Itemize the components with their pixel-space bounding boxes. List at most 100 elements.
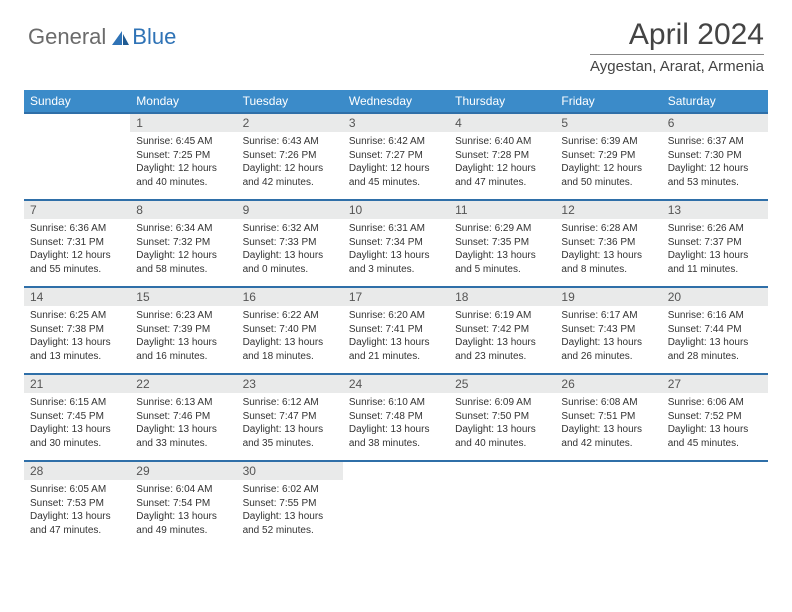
day-info-line: and 13 minutes. bbox=[30, 350, 124, 364]
day-number-cell: 21 bbox=[24, 374, 130, 393]
day-info-line: Sunset: 7:46 PM bbox=[136, 410, 230, 424]
day-info-line: Sunrise: 6:42 AM bbox=[349, 135, 443, 149]
day-info-line: Daylight: 12 hours bbox=[668, 162, 762, 176]
day-info-cell bbox=[555, 480, 661, 547]
day-header: Friday bbox=[555, 90, 661, 113]
day-info-line: Daylight: 13 hours bbox=[136, 510, 230, 524]
day-info-cell bbox=[662, 480, 768, 547]
day-number-cell bbox=[555, 461, 661, 480]
day-number-cell: 17 bbox=[343, 287, 449, 306]
day-info-line: Sunrise: 6:32 AM bbox=[243, 222, 337, 236]
day-info-line: Daylight: 13 hours bbox=[243, 336, 337, 350]
day-number-cell: 1 bbox=[130, 113, 236, 132]
day-number-cell: 2 bbox=[237, 113, 343, 132]
day-info-line: and 3 minutes. bbox=[349, 263, 443, 277]
day-info-line: Sunset: 7:54 PM bbox=[136, 497, 230, 511]
day-number-cell bbox=[343, 461, 449, 480]
day-info-line: Daylight: 13 hours bbox=[561, 249, 655, 263]
day-number-cell: 24 bbox=[343, 374, 449, 393]
day-info-cell: Sunrise: 6:31 AMSunset: 7:34 PMDaylight:… bbox=[343, 219, 449, 287]
day-info-line: Daylight: 13 hours bbox=[30, 423, 124, 437]
day-info-cell: Sunrise: 6:16 AMSunset: 7:44 PMDaylight:… bbox=[662, 306, 768, 374]
day-info-cell bbox=[343, 480, 449, 547]
day-info-line: Sunset: 7:36 PM bbox=[561, 236, 655, 250]
day-info-line: Daylight: 13 hours bbox=[243, 423, 337, 437]
day-info-line: and 40 minutes. bbox=[455, 437, 549, 451]
day-info-line: and 23 minutes. bbox=[455, 350, 549, 364]
day-info-line: Sunset: 7:38 PM bbox=[30, 323, 124, 337]
day-info-line: and 52 minutes. bbox=[243, 524, 337, 538]
day-number-row: 21222324252627 bbox=[24, 374, 768, 393]
day-info-cell: Sunrise: 6:37 AMSunset: 7:30 PMDaylight:… bbox=[662, 132, 768, 200]
day-info-line: Sunset: 7:47 PM bbox=[243, 410, 337, 424]
day-info-line: Daylight: 13 hours bbox=[136, 336, 230, 350]
day-info-cell: Sunrise: 6:15 AMSunset: 7:45 PMDaylight:… bbox=[24, 393, 130, 461]
day-number-cell: 18 bbox=[449, 287, 555, 306]
day-number-cell: 4 bbox=[449, 113, 555, 132]
day-info-cell: Sunrise: 6:06 AMSunset: 7:52 PMDaylight:… bbox=[662, 393, 768, 461]
day-info-line: Sunset: 7:28 PM bbox=[455, 149, 549, 163]
logo: General Blue bbox=[28, 24, 176, 50]
day-info-line: Sunset: 7:32 PM bbox=[136, 236, 230, 250]
day-info-line: Sunset: 7:42 PM bbox=[455, 323, 549, 337]
day-info-cell: Sunrise: 6:43 AMSunset: 7:26 PMDaylight:… bbox=[237, 132, 343, 200]
day-info-line: and 47 minutes. bbox=[455, 176, 549, 190]
day-info-cell: Sunrise: 6:42 AMSunset: 7:27 PMDaylight:… bbox=[343, 132, 449, 200]
day-header: Wednesday bbox=[343, 90, 449, 113]
day-info-line: Sunrise: 6:23 AM bbox=[136, 309, 230, 323]
day-info-line: Sunrise: 6:34 AM bbox=[136, 222, 230, 236]
header: General Blue April 2024 Aygestan, Ararat… bbox=[0, 0, 792, 82]
day-info-line: Sunrise: 6:08 AM bbox=[561, 396, 655, 410]
day-info-line: and 53 minutes. bbox=[668, 176, 762, 190]
day-header: Saturday bbox=[662, 90, 768, 113]
day-number-cell: 16 bbox=[237, 287, 343, 306]
day-number-cell bbox=[24, 113, 130, 132]
location-text: Aygestan, Ararat, Armenia bbox=[590, 54, 764, 75]
day-number-cell: 23 bbox=[237, 374, 343, 393]
day-header: Thursday bbox=[449, 90, 555, 113]
day-info-line: Daylight: 13 hours bbox=[349, 249, 443, 263]
day-info-line: Daylight: 13 hours bbox=[243, 249, 337, 263]
day-info-line: Sunrise: 6:36 AM bbox=[30, 222, 124, 236]
day-info-line: Daylight: 13 hours bbox=[349, 336, 443, 350]
day-info-line: and 26 minutes. bbox=[561, 350, 655, 364]
day-number-row: 14151617181920 bbox=[24, 287, 768, 306]
day-info-line: Sunset: 7:29 PM bbox=[561, 149, 655, 163]
day-info-line: and 47 minutes. bbox=[30, 524, 124, 538]
day-info-line: Sunset: 7:53 PM bbox=[30, 497, 124, 511]
day-info-line: Sunset: 7:43 PM bbox=[561, 323, 655, 337]
day-info-cell: Sunrise: 6:02 AMSunset: 7:55 PMDaylight:… bbox=[237, 480, 343, 547]
day-info-cell bbox=[449, 480, 555, 547]
day-number-cell: 19 bbox=[555, 287, 661, 306]
day-info-line: and 45 minutes. bbox=[349, 176, 443, 190]
day-info-cell: Sunrise: 6:20 AMSunset: 7:41 PMDaylight:… bbox=[343, 306, 449, 374]
day-info-line: Daylight: 13 hours bbox=[136, 423, 230, 437]
day-info-cell: Sunrise: 6:45 AMSunset: 7:25 PMDaylight:… bbox=[130, 132, 236, 200]
day-info-line: Sunrise: 6:31 AM bbox=[349, 222, 443, 236]
title-block: April 2024 Aygestan, Ararat, Armenia bbox=[590, 18, 764, 76]
day-info-line: Sunset: 7:52 PM bbox=[668, 410, 762, 424]
day-info-line: and 16 minutes. bbox=[136, 350, 230, 364]
day-info-line: Sunrise: 6:28 AM bbox=[561, 222, 655, 236]
logo-text-general: General bbox=[28, 24, 106, 50]
day-info-line: Sunset: 7:31 PM bbox=[30, 236, 124, 250]
day-info-line: and 8 minutes. bbox=[561, 263, 655, 277]
day-info-line: and 55 minutes. bbox=[30, 263, 124, 277]
day-info-line: and 11 minutes. bbox=[668, 263, 762, 277]
day-info-line: and 28 minutes. bbox=[668, 350, 762, 364]
day-header: Monday bbox=[130, 90, 236, 113]
day-number-cell: 11 bbox=[449, 200, 555, 219]
day-info-cell: Sunrise: 6:22 AMSunset: 7:40 PMDaylight:… bbox=[237, 306, 343, 374]
day-number-cell: 26 bbox=[555, 374, 661, 393]
day-info-line: Sunrise: 6:43 AM bbox=[243, 135, 337, 149]
day-number-cell: 12 bbox=[555, 200, 661, 219]
day-info-cell: Sunrise: 6:40 AMSunset: 7:28 PMDaylight:… bbox=[449, 132, 555, 200]
day-info-line: Sunrise: 6:17 AM bbox=[561, 309, 655, 323]
day-info-line: and 30 minutes. bbox=[30, 437, 124, 451]
day-info-line: Sunrise: 6:09 AM bbox=[455, 396, 549, 410]
day-info-line: Daylight: 13 hours bbox=[455, 423, 549, 437]
day-info-line: Daylight: 12 hours bbox=[455, 162, 549, 176]
day-info-line: Sunrise: 6:10 AM bbox=[349, 396, 443, 410]
day-info-line: and 45 minutes. bbox=[668, 437, 762, 451]
day-info-cell: Sunrise: 6:32 AMSunset: 7:33 PMDaylight:… bbox=[237, 219, 343, 287]
